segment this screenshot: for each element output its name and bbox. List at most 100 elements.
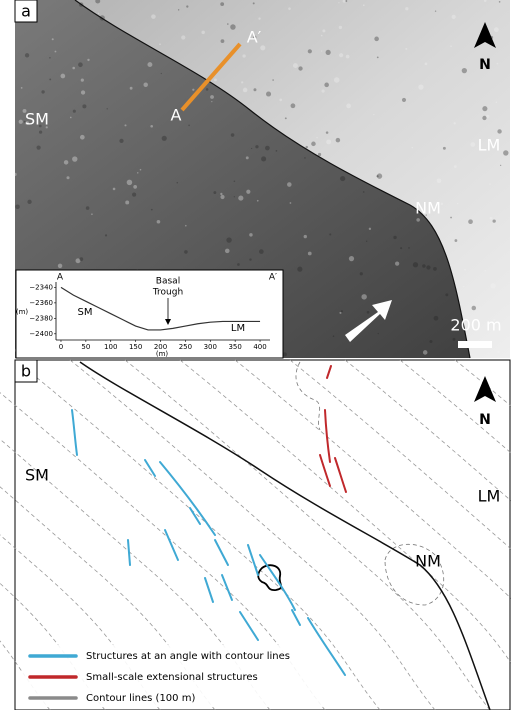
y-tick-label: −2380 — [29, 314, 53, 322]
crater — [450, 217, 452, 219]
crater — [265, 146, 270, 151]
crater — [346, 104, 351, 109]
crater — [497, 129, 501, 133]
crater — [441, 203, 443, 205]
crater — [489, 183, 490, 184]
region-label: LM — [478, 136, 501, 155]
crater — [253, 88, 256, 91]
crater — [304, 235, 307, 238]
x-tick-label: 150 — [129, 343, 142, 351]
crater — [423, 350, 428, 355]
crater — [234, 181, 236, 183]
crater — [408, 247, 410, 249]
crater — [500, 165, 501, 166]
crater — [453, 338, 456, 341]
crater — [249, 258, 251, 260]
crater — [462, 68, 467, 73]
crater — [485, 270, 487, 272]
crater — [66, 176, 69, 179]
crater — [159, 43, 161, 45]
crater — [188, 125, 190, 127]
crater — [133, 185, 137, 189]
crater — [304, 157, 306, 159]
crater — [137, 172, 138, 173]
crater — [326, 139, 331, 144]
crater — [272, 79, 274, 81]
crater — [291, 103, 296, 108]
crater — [72, 67, 75, 70]
crater — [437, 178, 442, 183]
crater — [237, 263, 240, 266]
scale-bar — [458, 341, 492, 348]
crater — [321, 50, 322, 51]
crater — [491, 283, 496, 288]
crater — [493, 219, 496, 222]
crater — [91, 213, 93, 215]
profile-start: A — [57, 273, 64, 283]
panel-label: a — [21, 2, 31, 21]
crater — [210, 95, 214, 99]
crater — [243, 88, 248, 93]
crater — [186, 5, 188, 7]
crater — [363, 4, 365, 6]
crater — [55, 51, 57, 53]
crater — [230, 24, 235, 29]
crater — [49, 78, 51, 80]
crater — [472, 306, 476, 310]
legend: Structures at an angle with contour line… — [22, 645, 322, 707]
crater — [181, 35, 185, 39]
crater — [360, 272, 363, 275]
crater — [220, 193, 222, 195]
crater — [127, 180, 133, 186]
crater — [21, 87, 23, 89]
crater — [58, 264, 62, 268]
y-axis-label: (m) — [16, 308, 29, 316]
x-tick-label: 50 — [81, 343, 90, 351]
crater — [316, 137, 318, 139]
crater — [443, 147, 446, 150]
crater — [107, 108, 108, 109]
crater — [412, 147, 414, 149]
crater — [445, 293, 448, 296]
crater — [70, 117, 72, 119]
crater — [494, 27, 499, 32]
crater — [339, 53, 343, 57]
crater — [402, 98, 406, 102]
crater — [454, 122, 456, 124]
crater — [308, 252, 312, 256]
crater — [15, 204, 20, 209]
crater — [36, 145, 40, 149]
crater — [338, 2, 339, 3]
region-label: NM — [415, 552, 441, 571]
crater — [429, 340, 432, 343]
crater — [119, 139, 123, 143]
crater — [220, 2, 224, 6]
crater — [413, 262, 418, 267]
crater — [329, 233, 331, 235]
crater — [261, 156, 266, 161]
profile-end: A′ — [269, 273, 277, 283]
x-tick-label: 200 — [154, 343, 167, 351]
crater — [276, 150, 278, 152]
crater — [201, 31, 204, 34]
crater — [290, 202, 292, 204]
crater — [366, 241, 367, 242]
crater — [259, 249, 264, 254]
crater — [318, 153, 321, 156]
crater — [130, 87, 133, 90]
crater — [395, 262, 399, 266]
crater — [124, 124, 126, 126]
crater — [369, 228, 371, 230]
crater — [151, 209, 153, 211]
x-axis-label: (m) — [156, 350, 169, 358]
crater — [140, 169, 142, 171]
crater — [452, 15, 456, 19]
crater — [227, 23, 229, 25]
crater — [81, 79, 84, 82]
crater — [306, 146, 308, 148]
crater — [450, 45, 452, 47]
panel-b: b SM LM NM N Structures at an angle with… — [0, 360, 511, 710]
crater — [497, 63, 499, 65]
crater — [468, 219, 473, 224]
crater — [334, 77, 340, 83]
